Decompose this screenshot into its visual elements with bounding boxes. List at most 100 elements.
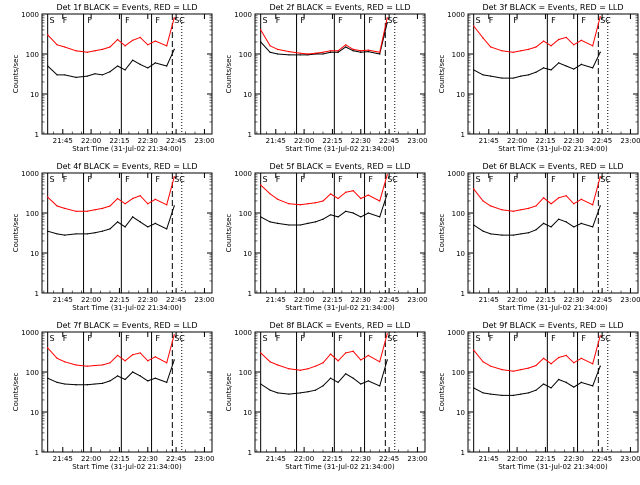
y-tick-label: 1 [248,449,252,457]
events-point [299,392,302,394]
y-tick-label: 10 [243,250,252,258]
lld-point [535,205,537,207]
events-point [472,387,475,389]
lld-point [527,48,530,51]
y-tick-label: 1000 [21,170,39,178]
x-tick-label: 22:45 [592,455,612,463]
x-axis-label: Start Time (31-Jul-02 21:34:00) [498,145,608,153]
events-point [109,380,111,382]
lld-point [116,38,119,41]
events-point [591,67,594,69]
lld-point [367,49,370,51]
events-point [565,381,567,384]
x-axis-label: Start Time (31-Jul-02 21:34:00) [72,463,182,471]
events-point [299,224,302,226]
lld-point [573,362,575,364]
lld-point [154,356,157,358]
events-point [472,69,475,71]
lld-point [557,197,560,199]
events-point [314,389,317,391]
plot-frame [467,172,639,294]
marker-label: F [155,175,160,184]
lld-point [322,200,324,202]
lld-point [139,195,141,197]
events-point [520,393,522,395]
y-tick-label: 100 [239,51,252,59]
marker-label: F [581,334,586,343]
events-point [557,62,560,64]
lld-point [259,29,262,31]
chart-panel-9: Det 9f BLACK = Events, RED = LLD 1 10 100 10… [438,321,640,471]
x-tick-label: 23:00 [407,296,427,304]
marker-label: F [155,334,160,343]
y-tick-label: 1000 [21,329,39,337]
x-tick-label: 21:45 [266,296,286,304]
events-point [352,377,354,379]
events-point [344,373,347,375]
marker-label: F [551,334,556,343]
x-tick-label: 21:45 [479,137,499,145]
events-point [557,378,560,381]
marker-label: F [155,16,160,25]
events-point [352,212,354,214]
lld-point [535,364,537,367]
lld-point [131,39,134,42]
events-point [154,377,157,379]
lld-point [472,25,475,27]
lld-point [147,44,149,46]
events-point [386,193,388,195]
y-axis-label: Counts/sec [438,55,446,94]
lld-point [482,361,484,363]
lld-point [557,356,560,359]
series-events-line [473,366,601,396]
events-point [109,71,111,73]
x-tick-label: 22:30 [564,455,584,463]
lld-point [386,333,388,335]
marker-label: SC [174,175,185,184]
events-point [580,222,583,225]
lld-point [557,38,560,41]
lld-point [63,207,66,210]
lld-point [314,365,317,367]
lld-point [288,50,290,53]
x-tick-label: 22:15 [109,296,129,304]
events-point [124,226,126,228]
x-tick-label: 22:45 [592,137,612,145]
x-tick-label: 22:30 [351,296,371,304]
lld-point [565,354,567,357]
events-point [527,232,530,234]
y-tick-label: 1 [35,131,39,139]
lld-point [101,48,104,51]
events-point [86,384,89,386]
x-tick-label: 22:15 [109,455,129,463]
x-tick-label: 23:00 [194,137,214,145]
marker-label: SC [387,334,398,343]
y-tick-label: 100 [239,369,252,377]
events-point [173,359,175,361]
events-point [520,75,522,77]
lld-point [124,360,126,362]
lld-point [591,45,594,47]
y-tick-label: 1000 [447,170,465,178]
lld-point [165,204,168,206]
events-point [109,228,111,230]
x-tick-label: 22:15 [535,296,555,304]
marker-label: F [125,175,130,184]
events-point [360,51,362,54]
lld-point [542,197,545,199]
events-point [378,53,381,55]
lld-point [139,352,141,354]
lld-point [360,359,362,361]
y-tick-label: 10 [30,91,39,99]
marker-label: F [87,175,92,184]
events-point [386,22,388,24]
events-point [360,216,362,218]
events-point [501,77,503,79]
lld-point [344,191,347,193]
x-axis-label: Start Time (31-Jul-02 21:34:00) [72,145,182,153]
marker-label: F [300,334,305,343]
events-point [542,222,545,225]
events-point [131,371,134,373]
events-point [591,385,594,387]
